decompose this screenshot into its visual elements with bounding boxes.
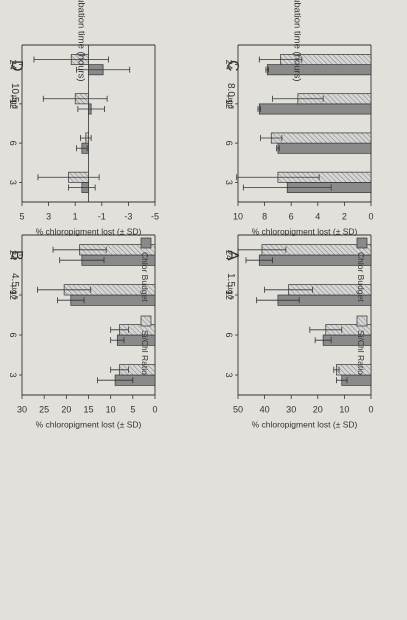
value-tick-label: 30 [286, 404, 296, 414]
value-tick-label: 30 [17, 404, 27, 414]
concentration-unit: µg/l [10, 285, 20, 299]
panel-letter: C [224, 60, 241, 72]
legend-swatch-chlor-budget [140, 237, 152, 249]
value-tick-label: 10 [106, 404, 116, 414]
bar-chlor-budget [258, 254, 372, 266]
value-tick-label: 2 [342, 211, 347, 221]
concentration-unit: µg/l [226, 95, 236, 109]
panel-letter: D [8, 60, 25, 72]
value-tick-label: 5 [130, 404, 135, 414]
category-label: 6 [8, 332, 18, 337]
category-label: 12 [224, 99, 234, 109]
category-label: 12 [8, 99, 18, 109]
value-tick-label: 10 [233, 211, 243, 221]
value-tick-label: 4 [315, 211, 320, 221]
category-label: 24 [8, 250, 18, 260]
value-tick-label: 0 [368, 404, 373, 414]
value-tick-label: 1 [73, 211, 78, 221]
concentration-unit: µg/l [10, 95, 20, 109]
category-label: 3 [224, 180, 234, 185]
panel-letter: A [224, 250, 241, 261]
concentration-value: 10.5 [9, 83, 20, 103]
legend-label-si-chl-ratio: Si/Chl Ratio [356, 330, 366, 375]
category-label: 24 [224, 250, 234, 260]
value-tick-label: -1 [98, 211, 106, 221]
value-tick-label: 0 [368, 211, 373, 221]
panel-letter: B [8, 250, 25, 261]
category-label: 12 [224, 290, 234, 300]
bar-si-chl-ratio [270, 132, 372, 144]
panel-a: 0 10 20 30 40 50 % chloropigment lost (± SD) 3 6… [224, 234, 374, 429]
value-tick-label: 6 [289, 211, 294, 221]
value-axis-title: % chloropigment lost (± SD) [36, 226, 142, 236]
category-label: 3 [8, 372, 18, 377]
concentration-value: 1.5 [225, 273, 236, 287]
value-axis-title: % chloropigment lost (± SD) [36, 419, 142, 429]
value-tick-label: 40 [260, 404, 270, 414]
legend-label-chlor-budget: Chlor Budget [140, 252, 150, 302]
value-tick-label: 25 [39, 404, 49, 414]
value-tick-label: -5 [151, 211, 159, 221]
value-tick-label: 3 [46, 211, 51, 221]
category-label: 6 [224, 141, 234, 146]
bar-chlor-budget [258, 103, 372, 115]
bar-chlor-budget [277, 142, 372, 154]
category-label: 24 [8, 60, 18, 70]
concentration-value: 4.5 [9, 273, 20, 287]
concentration-unit: µg/l [226, 285, 236, 299]
concentration-value: 8.0 [225, 83, 236, 97]
value-tick-label: 20 [61, 404, 71, 414]
value-tick-label: 15 [83, 404, 93, 414]
category-axis-title: Incubation time (hours) [76, 0, 87, 82]
category-label: 3 [224, 372, 234, 377]
value-tick-label: 5 [19, 211, 24, 221]
value-tick-label: 0 [152, 404, 157, 414]
value-tick-label: 8 [262, 211, 267, 221]
value-tick-label: 50 [233, 404, 243, 414]
legend-swatch-si-chl-ratio [356, 315, 368, 327]
value-axis-title: % chloropigment lost (± SD) [252, 226, 358, 236]
legend-swatch-si-chl-ratio [140, 315, 152, 327]
panel-b: 0 5 10 15 20 25 30 % chloropigment lost (± SD) 3… [8, 234, 158, 429]
legend-label-chlor-budget: Chlor Budget [356, 252, 366, 302]
value-axis-title: % chloropigment lost (± SD) [252, 419, 358, 429]
value-tick-label: 20 [313, 404, 323, 414]
category-axis-title: Incubation time (hours) [292, 0, 303, 82]
value-tick-label: -3 [124, 211, 132, 221]
bar-chlor-budget [266, 64, 372, 76]
value-tick-label: 10 [339, 404, 349, 414]
category-label: 6 [224, 332, 234, 337]
category-label: 6 [8, 141, 18, 146]
category-label: 12 [8, 290, 18, 300]
legend-label-si-chl-ratio: Si/Chl Ratio [140, 330, 150, 375]
legend-swatch-chlor-budget [356, 237, 368, 249]
category-label: 24 [224, 60, 234, 70]
category-label: 3 [8, 180, 18, 185]
panel-d: -5 -3 -1 1 3 5 % chloropigment lost (± SD) 3 6 12… [8, 0, 159, 236]
